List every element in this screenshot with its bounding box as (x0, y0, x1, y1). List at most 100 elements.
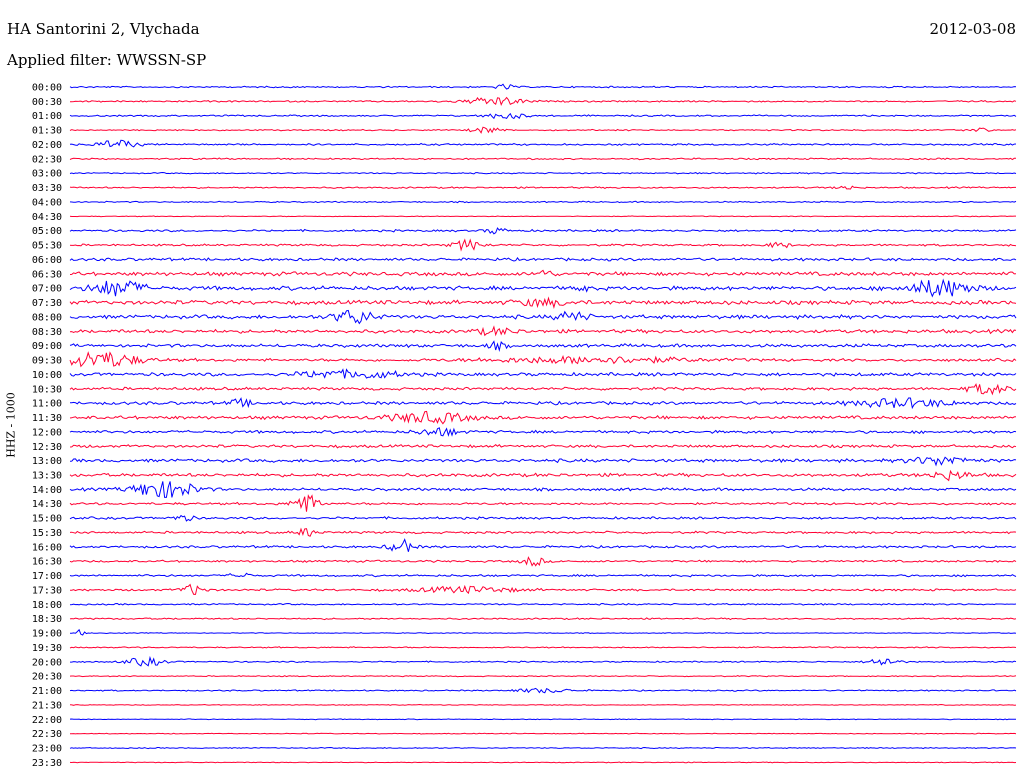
seismic-trace (69, 340, 1017, 353)
seismic-trace (69, 278, 1017, 298)
seismic-trace (69, 126, 1017, 134)
trace-time-label: 17:30 (32, 585, 62, 596)
seismic-trace (69, 215, 1016, 218)
seismic-trace (69, 617, 1017, 621)
seismic-trace (69, 200, 1017, 204)
seismic-trace (69, 675, 1017, 678)
trace-time-label: 11:00 (32, 399, 62, 410)
seismic-trace (69, 139, 1017, 148)
trace-time-label: 15:00 (32, 514, 62, 525)
seismic-trace (69, 761, 1017, 764)
trace-time-label: 18:00 (32, 600, 62, 611)
trace-time-label: 02:00 (32, 140, 62, 151)
seismic-trace (69, 257, 1017, 262)
seismic-trace (70, 655, 1017, 667)
seismic-trace (69, 527, 1017, 537)
seismic-trace (69, 572, 1017, 578)
seismic-trace (69, 718, 1016, 721)
seismic-trace (69, 351, 1017, 368)
seismic-trace (69, 325, 1017, 337)
trace-time-label: 19:30 (32, 643, 62, 654)
trace-time-label: 15:30 (32, 528, 62, 539)
seismic-trace (69, 171, 1017, 175)
trace-time-label: 16:00 (32, 542, 62, 553)
trace-time-label: 06:00 (32, 255, 62, 266)
trace-time-label: 17:00 (32, 571, 62, 582)
seismic-trace (69, 514, 1017, 522)
trace-time-label: 03:00 (32, 169, 62, 180)
seismic-trace (69, 556, 1017, 567)
seismic-trace (69, 83, 1017, 90)
seismic-trace (69, 456, 1017, 467)
trace-time-label: 19:00 (32, 629, 62, 640)
trace-time-label: 10:00 (32, 370, 62, 381)
seismic-trace (70, 732, 1017, 735)
trace-time-label: 08:30 (32, 327, 62, 338)
trace-time-label: 05:00 (32, 226, 62, 237)
seismic-trace (69, 410, 1017, 425)
trace-time-label: 21:00 (32, 686, 62, 697)
trace-time-label: 22:30 (32, 729, 62, 740)
trace-time-label: 12:30 (32, 442, 62, 453)
trace-time-label: 13:00 (32, 456, 62, 467)
trace-time-label: 12:00 (32, 427, 62, 438)
seismic-trace (69, 746, 1017, 750)
station-title: HA Santorini 2, Vlychada (7, 20, 200, 38)
trace-time-label: 23:00 (32, 744, 62, 755)
trace-time-label: 11:30 (32, 413, 62, 424)
filter-label: Applied filter: WWSSN-SP (7, 51, 207, 69)
seismic-trace (69, 538, 1017, 552)
seismic-trace (69, 427, 1017, 437)
seismic-trace (69, 628, 1017, 636)
seismic-trace (69, 383, 1017, 396)
trace-time-label: 23:30 (32, 758, 62, 769)
trace-time-label: 00:30 (32, 97, 62, 108)
trace-time-label: 14:00 (32, 485, 62, 496)
trace-time-label: 07:00 (32, 284, 62, 295)
trace-time-label: 06:30 (32, 269, 62, 280)
trace-time-label: 05:30 (32, 241, 62, 252)
seismic-trace (69, 368, 1017, 379)
seismic-trace (69, 238, 1017, 252)
seismic-trace (69, 703, 1017, 706)
seismic-trace (69, 296, 1017, 310)
trace-time-label: 09:30 (32, 356, 62, 367)
trace-time-label: 04:30 (32, 212, 62, 223)
seismic-trace (69, 397, 1017, 410)
seismic-trace (69, 157, 1016, 161)
seismic-trace (69, 469, 1017, 482)
trace-time-label: 08:00 (32, 312, 62, 323)
seismic-trace (69, 112, 1017, 120)
trace-time-label: 20:00 (32, 657, 62, 668)
trace-time-label: 10:30 (32, 384, 62, 395)
trace-time-label: 18:30 (32, 614, 62, 625)
seismic-trace (69, 481, 1017, 498)
trace-time-label: 14:30 (32, 499, 62, 510)
trace-time-label: 21:30 (32, 700, 62, 711)
trace-time-label: 22:00 (32, 715, 62, 726)
trace-time-label: 13:30 (32, 470, 62, 481)
seismic-trace (69, 96, 1017, 106)
trace-time-label: 07:30 (32, 298, 62, 309)
trace-time-label: 00:00 (32, 83, 62, 94)
record-date: 2012-03-08 (929, 20, 1016, 38)
seismic-trace (69, 309, 1017, 325)
seismic-trace (69, 185, 1016, 190)
trace-time-label: 02:30 (32, 154, 62, 165)
trace-time-label: 16:30 (32, 557, 62, 568)
seismic-trace (69, 646, 1017, 649)
seismic-trace (69, 602, 1017, 606)
seismic-trace (69, 583, 1017, 595)
trace-time-label: 01:30 (32, 126, 62, 137)
trace-time-label: 03:30 (32, 183, 62, 194)
trace-time-label: 04:00 (32, 197, 62, 208)
trace-time-label: 09:00 (32, 341, 62, 352)
seismic-trace (69, 494, 1017, 512)
trace-time-label: 01:00 (32, 111, 62, 122)
seismic-trace (69, 227, 1017, 235)
seismic-trace (69, 687, 1017, 694)
trace-time-label: 20:30 (32, 672, 62, 683)
seismic-trace (69, 443, 1017, 449)
seismic-trace (69, 269, 1017, 277)
